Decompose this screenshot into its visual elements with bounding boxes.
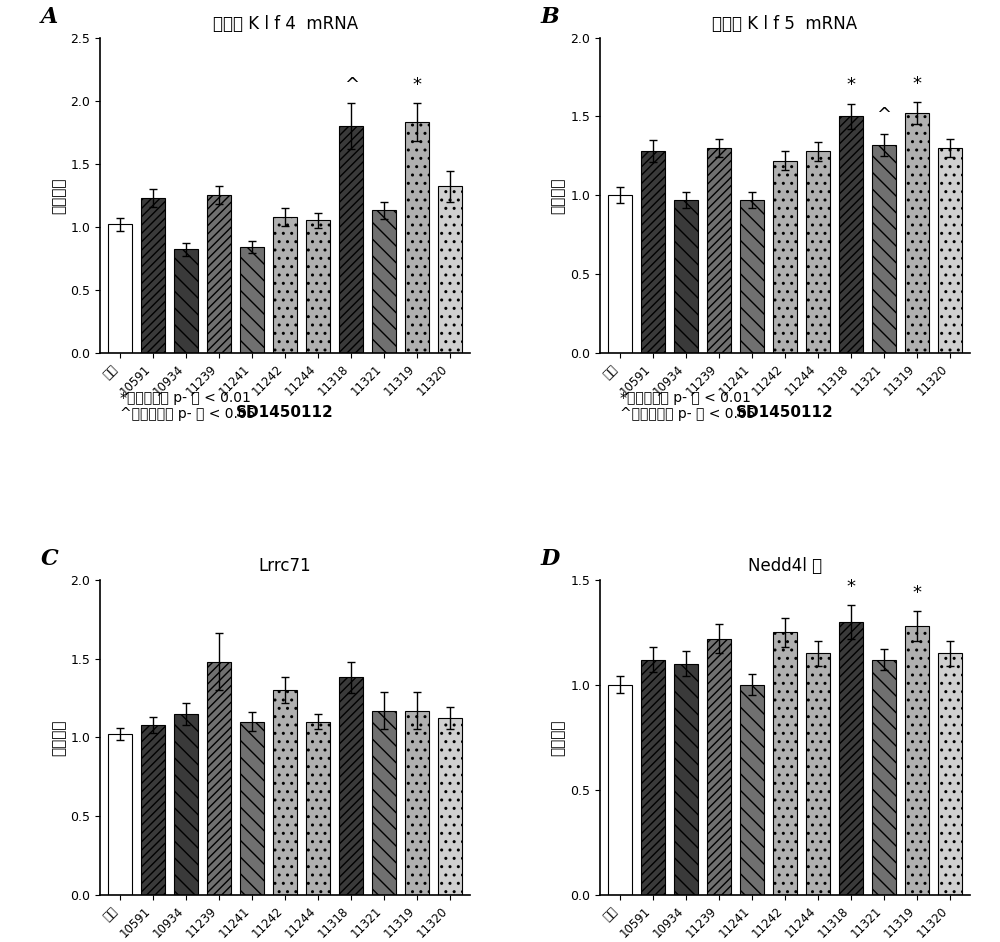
Text: ^: ^	[876, 106, 892, 124]
Bar	[641, 659, 665, 895]
Bar	[372, 710, 396, 895]
Title: Lrrc71: Lrrc71	[259, 558, 311, 576]
Bar	[608, 685, 632, 895]
Bar	[707, 148, 731, 353]
Bar	[806, 151, 830, 353]
Text: *: *	[413, 75, 422, 94]
Bar	[905, 626, 929, 895]
Bar	[273, 217, 297, 353]
Bar	[273, 690, 297, 895]
Bar	[608, 195, 632, 353]
Text: *: *	[913, 74, 922, 93]
Bar	[938, 148, 962, 353]
Bar	[240, 722, 264, 895]
Bar	[339, 126, 363, 353]
Text: A: A	[41, 7, 58, 28]
Y-axis label: 相对表达: 相对表达	[551, 719, 566, 755]
Bar	[905, 113, 929, 353]
Bar	[438, 187, 462, 353]
Bar	[872, 659, 896, 895]
Bar	[806, 654, 830, 895]
Bar	[174, 250, 198, 353]
Bar	[141, 724, 165, 895]
Bar	[674, 200, 698, 353]
Title: 肺中的 K l f 5  mRNA: 肺中的 K l f 5 mRNA	[712, 15, 857, 33]
Bar	[641, 151, 665, 353]
Bar	[839, 622, 863, 895]
Bar	[405, 710, 429, 895]
Bar	[707, 639, 731, 895]
Title: Nedd4l 肺: Nedd4l 肺	[748, 558, 822, 576]
Text: *与盐水相比 p- 値 < 0.01
^与盐水相比 p- 値 < 0.05: *与盐水相比 p- 値 < 0.01 ^与盐水相比 p- 値 < 0.05	[620, 391, 755, 421]
Text: *: *	[847, 577, 856, 595]
Bar	[207, 195, 231, 353]
Text: B: B	[541, 7, 559, 28]
Bar	[108, 734, 132, 895]
Bar	[306, 722, 330, 895]
Text: *: *	[847, 76, 856, 94]
X-axis label: SD1450112: SD1450112	[236, 405, 334, 420]
Bar	[108, 224, 132, 353]
Bar	[674, 664, 698, 895]
Title: 肺中的 K l f 4  mRNA: 肺中的 K l f 4 mRNA	[213, 15, 358, 33]
Bar	[438, 719, 462, 895]
Bar	[773, 160, 797, 353]
Text: D: D	[541, 548, 560, 570]
Bar	[938, 654, 962, 895]
Y-axis label: 相对表达: 相对表达	[51, 719, 66, 755]
Text: C: C	[41, 548, 59, 570]
Bar	[872, 145, 896, 353]
Bar	[740, 685, 764, 895]
Bar	[839, 117, 863, 353]
Bar	[240, 247, 264, 353]
Bar	[372, 210, 396, 353]
Bar	[740, 200, 764, 353]
Bar	[141, 198, 165, 353]
Y-axis label: 相对表达: 相对表达	[51, 177, 66, 214]
X-axis label: SD1450112: SD1450112	[736, 405, 834, 420]
Bar	[306, 220, 330, 353]
Bar	[773, 632, 797, 895]
Bar	[174, 714, 198, 895]
Y-axis label: 相对表达: 相对表达	[551, 177, 566, 214]
Bar	[405, 122, 429, 353]
Bar	[207, 661, 231, 895]
Text: *与盐水相比 p- 値 < 0.01
^与盐水相比 p- 値 < 0.05: *与盐水相比 p- 値 < 0.01 ^与盐水相比 p- 値 < 0.05	[120, 391, 255, 421]
Text: *: *	[913, 584, 922, 602]
Text: ^: ^	[344, 75, 359, 94]
Bar	[339, 677, 363, 895]
